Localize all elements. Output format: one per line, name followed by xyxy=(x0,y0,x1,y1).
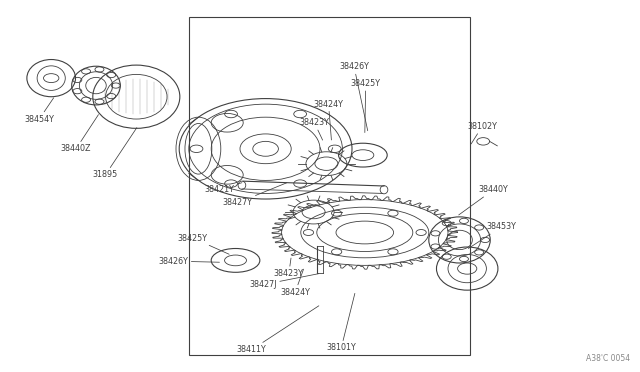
Text: 38411Y: 38411Y xyxy=(237,306,319,354)
Text: 38427Y: 38427Y xyxy=(223,183,287,207)
Text: 38426Y: 38426Y xyxy=(339,62,369,131)
Text: 31895: 31895 xyxy=(93,128,137,179)
Text: 38425Y: 38425Y xyxy=(178,234,229,254)
Text: A38'C 0054: A38'C 0054 xyxy=(586,354,630,363)
Text: 38427J: 38427J xyxy=(250,274,319,289)
Text: 38425Y: 38425Y xyxy=(351,79,381,132)
Text: 38102Y: 38102Y xyxy=(467,122,497,144)
Text: 38421Y: 38421Y xyxy=(205,183,242,194)
Text: 38440Y: 38440Y xyxy=(459,185,508,215)
Text: 38101Y: 38101Y xyxy=(326,294,356,352)
Text: 38424Y: 38424Y xyxy=(314,100,344,140)
Text: 38440Z: 38440Z xyxy=(61,115,99,153)
Text: 38454Y: 38454Y xyxy=(24,98,54,124)
Text: 38423Y: 38423Y xyxy=(300,118,330,140)
Text: 38424Y: 38424Y xyxy=(280,269,310,296)
Text: 38426Y: 38426Y xyxy=(159,257,220,266)
Text: 38423Y: 38423Y xyxy=(274,258,304,278)
Text: 38453Y: 38453Y xyxy=(468,222,516,248)
